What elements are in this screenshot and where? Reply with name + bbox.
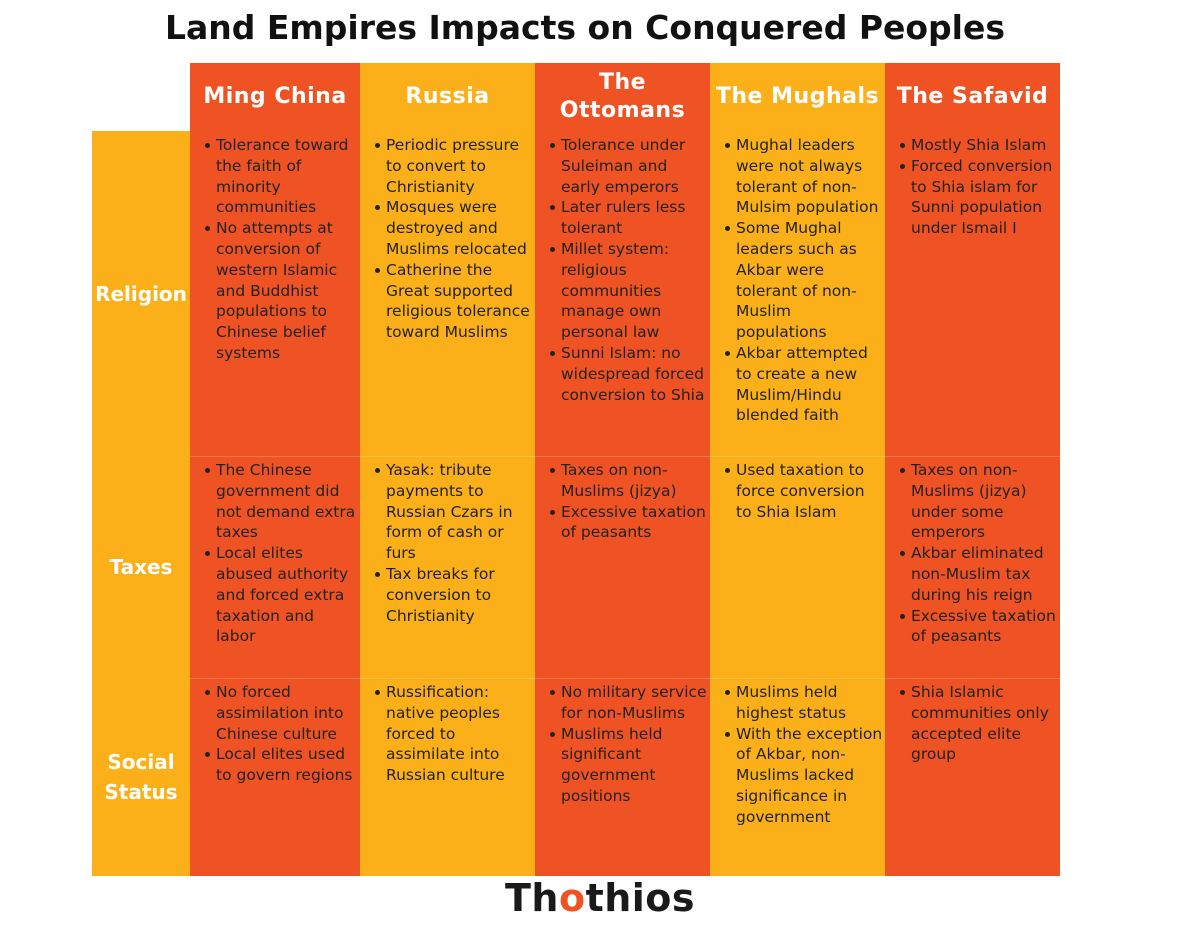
bullet-item: Shia Islamic communities only accepted e… — [897, 682, 1058, 765]
bullet-item: Taxes on non-Muslims (jizya) under some … — [897, 460, 1058, 543]
bullet-item: Mostly Shia Islam — [897, 135, 1058, 156]
bullet-item: Tolerance under Suleiman and early emper… — [547, 135, 708, 197]
table-cell: Mostly Shia Islam Forced conversion to Sh… — [885, 131, 1060, 456]
row-divider — [190, 678, 1060, 679]
column-header: Russia — [360, 63, 535, 131]
table-cell: No military service for non-Muslims Musli… — [535, 678, 710, 876]
table-cell: Tolerance under Suleiman and early emper… — [535, 131, 710, 456]
bullet-item: Forced conversion to Shia islam for Sunn… — [897, 156, 1058, 239]
brand-suffix: thios — [585, 876, 696, 920]
bullet-list: Yasak: tribute payments to Russian Czars… — [372, 460, 533, 626]
bullet-item: No military service for non-Muslims — [547, 682, 708, 724]
cell-content: Muslims held highest status With the exce… — [710, 678, 885, 828]
row-label: Religion — [92, 131, 190, 456]
bullet-item: Akbar attempted to create a new Muslim/H… — [722, 343, 883, 426]
bullet-item: Some Mughal leaders such as Akbar were t… — [722, 218, 883, 343]
bullet-item: Sunni Islam: no widespread forced conver… — [547, 343, 708, 405]
table-cell: Periodic pressure to convert to Christia… — [360, 131, 535, 456]
table-cell: No forced assimilation into Chinese cult… — [190, 678, 360, 876]
cell-content: Taxes on non-Muslims (jizya) under some … — [885, 456, 1060, 647]
brand-accent: o — [558, 876, 586, 920]
page-title: Land Empires Impacts on Conquered People… — [164, 8, 1006, 47]
cell-content: Shia Islamic communities only accepted e… — [885, 678, 1060, 765]
bullet-item: Muslims held highest status — [722, 682, 883, 724]
cell-content: Tolerance under Suleiman and early emper… — [535, 131, 710, 405]
cell-content: No military service for non-Muslims Musli… — [535, 678, 710, 807]
bullet-list: The Chinese government did not demand ex… — [202, 460, 358, 647]
bullet-item: Excessive taxation of peasants — [547, 502, 708, 544]
bullet-item: No attempts at conversion of western Isl… — [202, 218, 358, 364]
table-cell: Taxes on non-Muslims (jizya) under some … — [885, 456, 1060, 678]
row-divider — [190, 456, 1060, 457]
bullet-list: Tolerance under Suleiman and early emper… — [547, 135, 708, 405]
bullet-item: Local elites abused authority and forced… — [202, 543, 358, 647]
column-header: The Mughals — [710, 63, 885, 131]
bullet-item: Used taxation to force conversion to Shi… — [722, 460, 883, 522]
bullet-list: Shia Islamic communities only accepted e… — [897, 682, 1058, 765]
bullet-item: Muslims held significant government posi… — [547, 724, 708, 807]
bullet-item: No forced assimilation into Chinese cult… — [202, 682, 358, 744]
cell-content: Taxes on non-Muslims (jizya) Excessive ta… — [535, 456, 710, 543]
bullet-item: Excessive taxation of peasants — [897, 606, 1058, 648]
table-cell: Muslims held highest status With the exce… — [710, 678, 885, 876]
bullet-item: Tolerance toward the faith of minority c… — [202, 135, 358, 218]
bullet-item: Russification: native peoples forced to … — [372, 682, 533, 786]
table-cell: Yasak: tribute payments to Russian Czars… — [360, 456, 535, 678]
bullet-list: Russification: native peoples forced to … — [372, 682, 533, 786]
bullet-item: Tax breaks for conversion to Christianit… — [372, 564, 533, 626]
column-header: Ming China — [190, 63, 360, 131]
cell-content: Russification: native peoples forced to … — [360, 678, 535, 786]
table-cell: The Chinese government did not demand ex… — [190, 456, 360, 678]
table-cell: Mughal leaders were not always tolerant … — [710, 131, 885, 456]
cell-content: Mostly Shia Islam Forced conversion to Sh… — [885, 131, 1060, 239]
bullet-list: Muslims held highest status With the exce… — [722, 682, 883, 828]
cell-content: Used taxation to force conversion to Shi… — [710, 456, 885, 522]
cell-content: No forced assimilation into Chinese cult… — [190, 678, 360, 786]
bullet-list: Taxes on non-Muslims (jizya) Excessive ta… — [547, 460, 708, 543]
bullet-list: Periodic pressure to convert to Christia… — [372, 135, 533, 343]
table-cell: Taxes on non-Muslims (jizya) Excessive ta… — [535, 456, 710, 678]
bullet-item: Millet system: religious communities man… — [547, 239, 708, 343]
bullet-item: Akbar eliminated non-Muslim tax during h… — [897, 543, 1058, 605]
bullet-item: Mughal leaders were not always tolerant … — [722, 135, 883, 218]
column-header: The Ottomans — [535, 63, 710, 131]
bullet-list: No military service for non-Muslims Musli… — [547, 682, 708, 807]
table-cell: Russification: native peoples forced to … — [360, 678, 535, 876]
row-label: Taxes — [92, 456, 190, 678]
cell-content: The Chinese government did not demand ex… — [190, 456, 360, 647]
bullet-list: Mostly Shia Islam Forced conversion to Sh… — [897, 135, 1058, 239]
row-label: Social Status — [92, 678, 190, 876]
bullet-item: Catherine the Great supported religious … — [372, 260, 533, 343]
table-cell: Used taxation to force conversion to Shi… — [710, 456, 885, 678]
comparison-table: Ming China Russia The Ottomans The Mughals T… — [92, 63, 1060, 876]
bullet-list: Taxes on non-Muslims (jizya) under some … — [897, 460, 1058, 647]
cell-content: Yasak: tribute payments to Russian Czars… — [360, 456, 535, 626]
column-header: The Safavid — [885, 63, 1060, 131]
bullet-list: No forced assimilation into Chinese cult… — [202, 682, 358, 786]
bullet-list: Tolerance toward the faith of minority c… — [202, 135, 358, 364]
brand-prefix: Th — [504, 876, 559, 920]
bullet-item: Later rulers less tolerant — [547, 197, 708, 239]
table-cell: Tolerance toward the faith of minority c… — [190, 131, 360, 456]
cell-content: Mughal leaders were not always tolerant … — [710, 131, 885, 426]
bullet-item: With the exception of Akbar, non-Muslims… — [722, 724, 883, 828]
bullet-item: Local elites used to govern regions — [202, 744, 358, 786]
bullet-item: Periodic pressure to convert to Christia… — [372, 135, 533, 197]
bullet-item: Yasak: tribute payments to Russian Czars… — [372, 460, 533, 564]
bullet-item: Mosques were destroyed and Muslims reloc… — [372, 197, 533, 259]
table-cell: Shia Islamic communities only accepted e… — [885, 678, 1060, 876]
bullet-list: Used taxation to force conversion to Shi… — [722, 460, 883, 522]
cell-content: Periodic pressure to convert to Christia… — [360, 131, 535, 343]
cell-content: Tolerance toward the faith of minority c… — [190, 131, 360, 364]
bullet-item: The Chinese government did not demand ex… — [202, 460, 358, 543]
bullet-item: Taxes on non-Muslims (jizya) — [547, 460, 708, 502]
brand-logo: Thothios — [0, 876, 1200, 920]
bullet-list: Mughal leaders were not always tolerant … — [722, 135, 883, 426]
